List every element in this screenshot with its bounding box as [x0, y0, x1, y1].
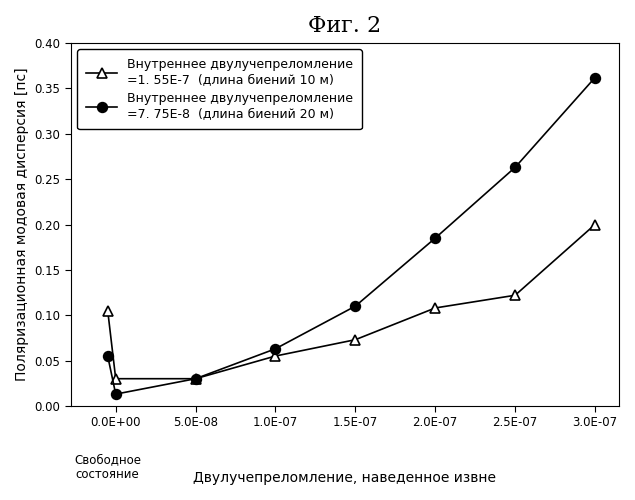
- Внутреннее двулучепреломление
=7. 75Е-8  (длина биений 20 м): [511, 164, 519, 170]
- Внутреннее двулучепреломление
=7. 75Е-8  (длина биений 20 м): [591, 74, 599, 80]
- Y-axis label: Поляризационная модовая дисперсия [пс]: Поляризационная модовая дисперсия [пс]: [15, 68, 29, 382]
- Title: Фиг. 2: Фиг. 2: [309, 15, 382, 37]
- X-axis label: Двулучепреломление, наведенное извне: Двулучепреломление, наведенное извне: [194, 471, 497, 485]
- Внутреннее двулучепреломление
=7. 75Е-8  (длина биений 20 м): [112, 391, 119, 397]
- Внутреннее двулучепреломление
=1. 55Е-7  (длина биений 10 м): [591, 222, 599, 228]
- Внутреннее двулучепреломление
=7. 75Е-8  (длина биений 20 м): [272, 346, 279, 352]
- Line: Внутреннее двулучепреломление
=1. 55Е-7  (длина биений 10 м): Внутреннее двулучепреломление =1. 55Е-7 …: [103, 220, 600, 384]
- Внутреннее двулучепреломление
=7. 75Е-8  (длина биений 20 м): [352, 303, 359, 309]
- Text: Свободное
состояние: Свободное состояние: [74, 453, 141, 481]
- Внутреннее двулучепреломление
=7. 75Е-8  (длина биений 20 м): [104, 353, 112, 359]
- Внутреннее двулучепреломление
=1. 55Е-7  (длина биений 10 м): [511, 292, 519, 298]
- Внутреннее двулучепреломление
=1. 55Е-7  (длина биений 10 м): [192, 376, 199, 382]
- Внутреннее двулучепреломление
=7. 75Е-8  (длина биений 20 м): [431, 235, 439, 241]
- Внутреннее двулучепреломление
=7. 75Е-8  (длина биений 20 м): [192, 376, 199, 382]
- Внутреннее двулучепреломление
=1. 55Е-7  (длина биений 10 м): [104, 308, 112, 314]
- Внутреннее двулучепреломление
=1. 55Е-7  (длина биений 10 м): [431, 305, 439, 311]
- Внутреннее двулучепреломление
=1. 55Е-7  (длина биений 10 м): [272, 353, 279, 359]
- Внутреннее двулучепреломление
=1. 55Е-7  (длина биений 10 м): [112, 376, 119, 382]
- Legend: Внутреннее двулучепреломление
=1. 55Е-7  (длина биений 10 м), Внутреннее двулуче: Внутреннее двулучепреломление =1. 55Е-7 …: [77, 50, 362, 129]
- Внутреннее двулучепреломление
=1. 55Е-7  (длина биений 10 м): [352, 336, 359, 342]
- Line: Внутреннее двулучепреломление
=7. 75Е-8  (длина биений 20 м): Внутреннее двулучепреломление =7. 75Е-8 …: [103, 72, 600, 399]
